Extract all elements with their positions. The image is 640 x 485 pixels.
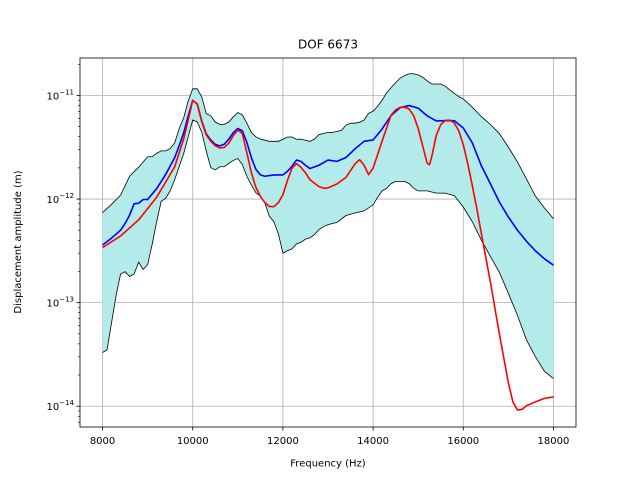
series-line-2 xyxy=(102,99,554,411)
y-axis-label: Displacement amplitude (m) xyxy=(13,170,24,313)
chart-title: DOF 6673 xyxy=(298,38,358,52)
y-tick-label: 10−11 xyxy=(46,88,74,102)
band-lower-edge xyxy=(102,119,554,379)
y-tick-label: 10−12 xyxy=(46,192,74,206)
x-tick-label: 8000 xyxy=(90,436,115,447)
x-tick-label: 12000 xyxy=(267,436,299,447)
plot-frame xyxy=(79,57,577,428)
y-tick-label: 10−13 xyxy=(46,296,74,310)
x-tick-label: 14000 xyxy=(357,436,389,447)
axes: 8000 10000 12000 14000 16000 18000 10−14 10−13 1… xyxy=(46,57,577,447)
band-upper-edge xyxy=(102,73,554,219)
x-tick-label: 18000 xyxy=(538,436,570,447)
band-layer xyxy=(102,73,554,379)
x-tick-label: 16000 xyxy=(447,436,479,447)
x-axis-label: Frequency (Hz) xyxy=(290,459,366,470)
series-layer xyxy=(102,99,554,411)
series-line-1 xyxy=(102,99,554,266)
band-fill xyxy=(102,73,554,379)
x-tick-label: 10000 xyxy=(177,436,209,447)
y-tick-label: 10−14 xyxy=(46,399,74,413)
